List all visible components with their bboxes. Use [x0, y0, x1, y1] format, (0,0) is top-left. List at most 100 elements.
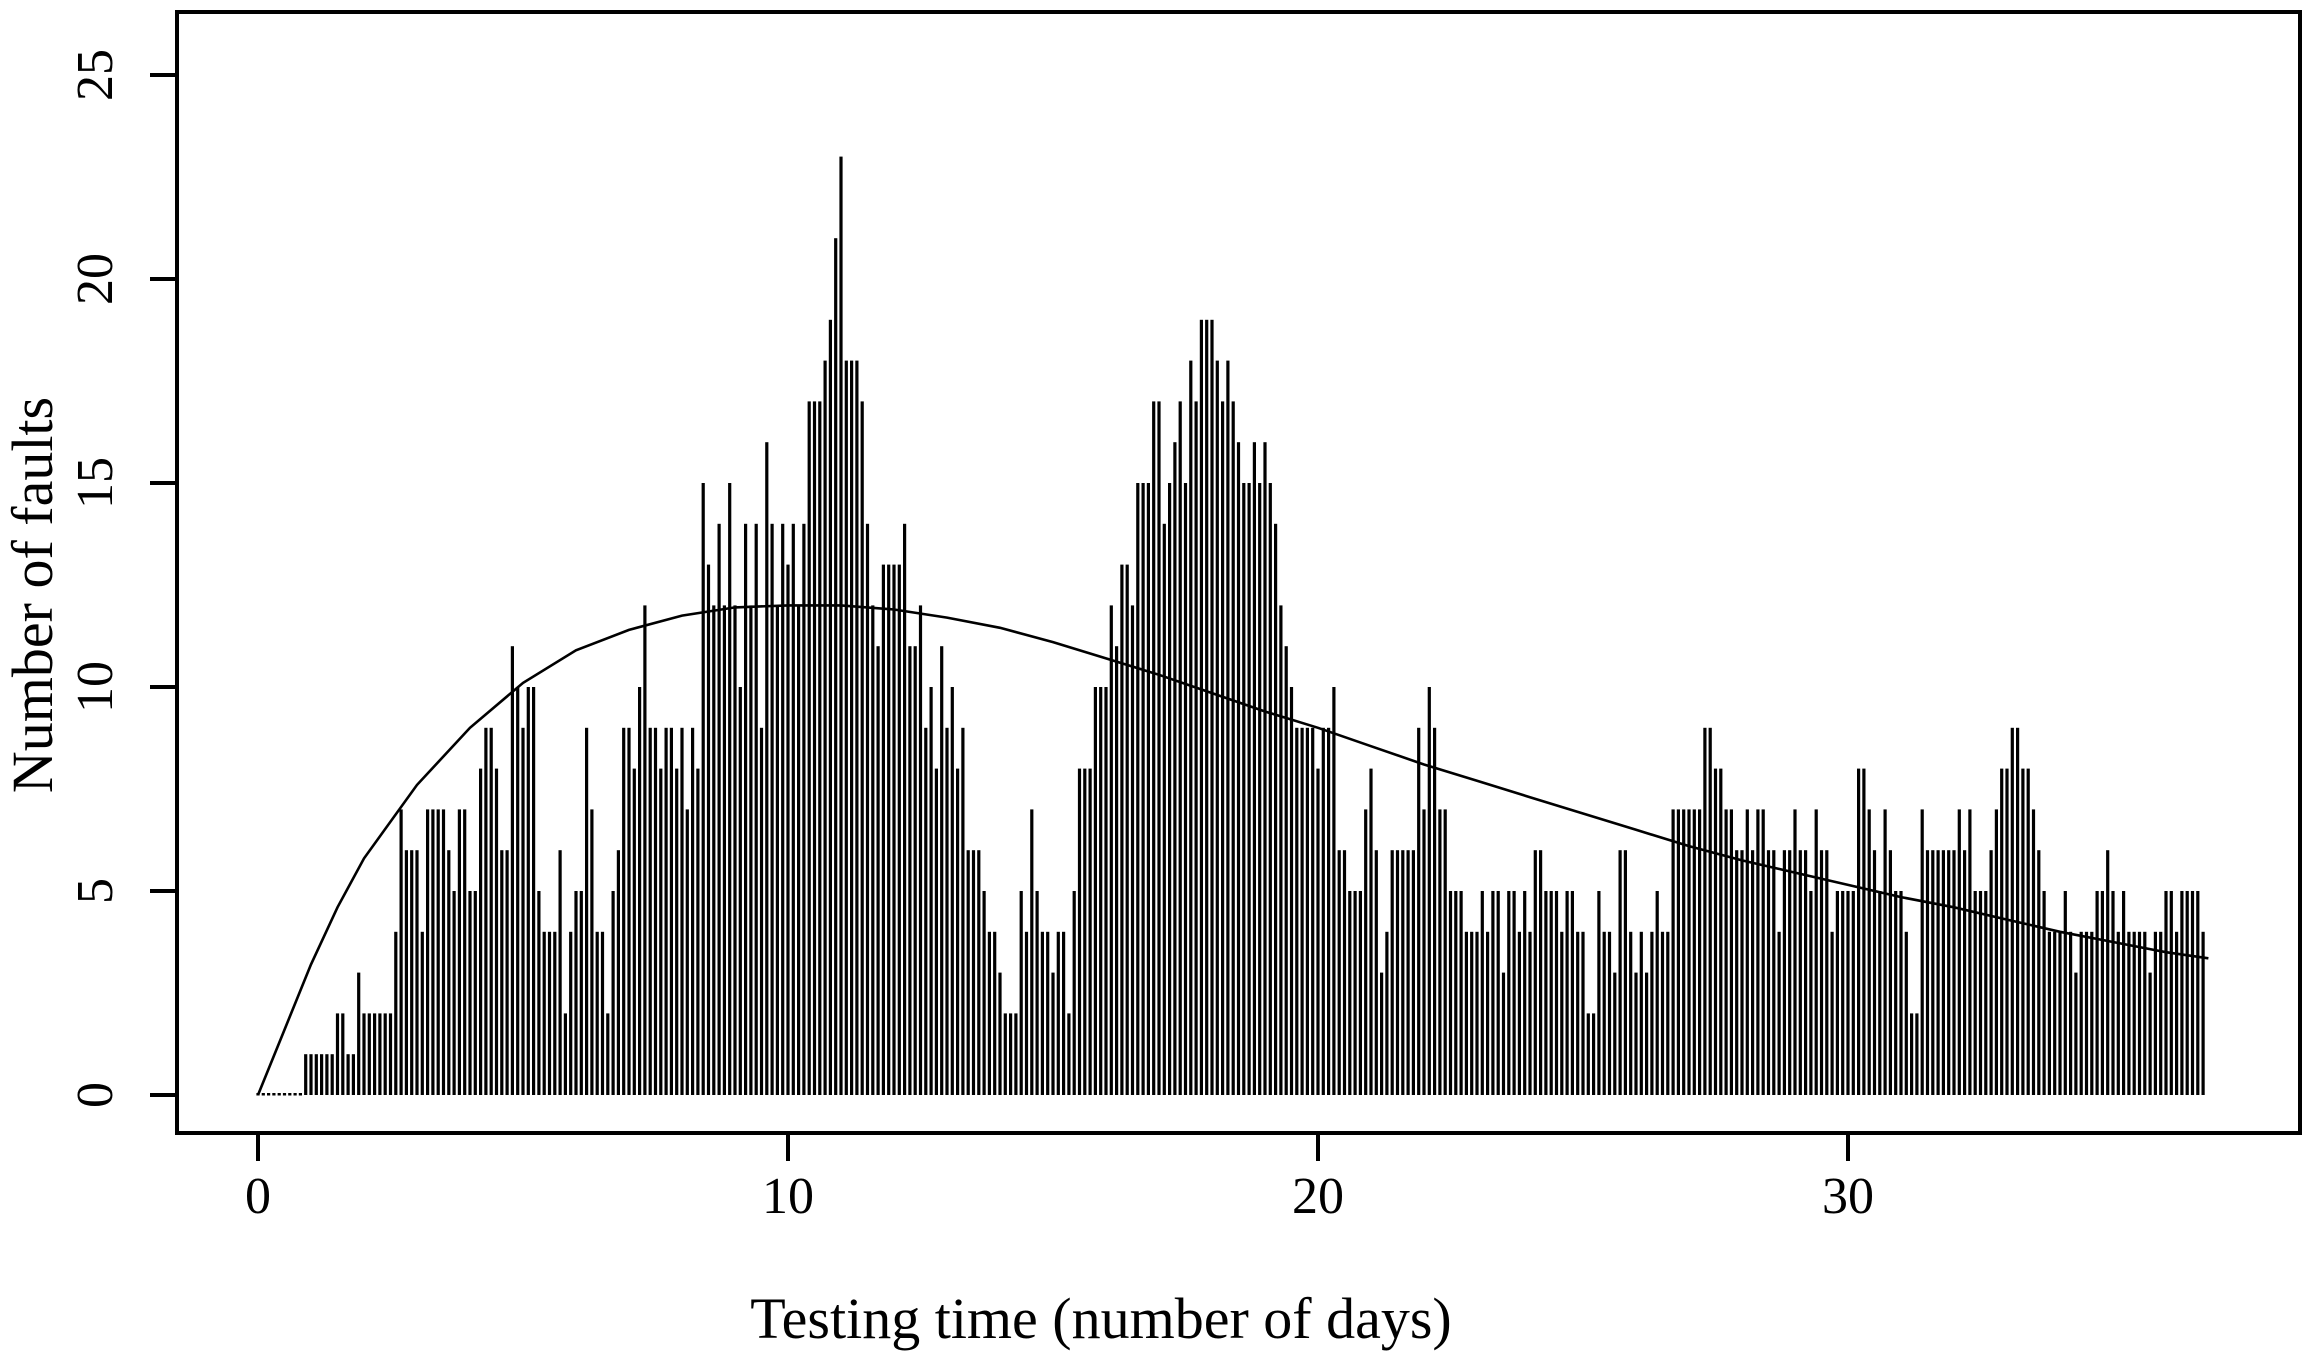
- bar: [1655, 891, 1659, 1095]
- bar: [1793, 809, 1797, 1095]
- bar: [1385, 931, 1389, 1095]
- bar: [2084, 931, 2089, 1095]
- bar: [940, 646, 944, 1095]
- bar: [1639, 931, 1643, 1095]
- bar: [1772, 850, 1776, 1095]
- bar: [828, 319, 832, 1095]
- bar: [1067, 1013, 1071, 1095]
- bar: [993, 931, 997, 1095]
- bar: [1565, 891, 1569, 1095]
- bar: [1782, 850, 1786, 1095]
- bar: [357, 972, 361, 1095]
- bar: [553, 931, 557, 1095]
- y-axis-ticks: 0 5 10 15 20 25: [67, 49, 177, 1108]
- bar: [685, 809, 689, 1095]
- bar: [1300, 727, 1304, 1095]
- bar: [1120, 564, 1124, 1095]
- bar: [1830, 931, 1834, 1095]
- bar: [1141, 483, 1145, 1095]
- bar: [1284, 646, 1288, 1095]
- bar: [1751, 850, 1755, 1095]
- bar: [452, 891, 456, 1095]
- bar: [648, 727, 652, 1095]
- bar-zero-dot: [288, 1093, 292, 1096]
- bar: [1862, 768, 1866, 1095]
- x-tick-label: 30: [1822, 1168, 1874, 1225]
- fitted-curve-line: [256, 604, 2209, 1096]
- bar: [1358, 891, 1362, 1095]
- bar: [1857, 768, 1861, 1095]
- bar: [309, 1054, 313, 1095]
- bar: [855, 360, 859, 1096]
- bar: [362, 1013, 366, 1095]
- bar: [696, 768, 700, 1095]
- bar: [457, 809, 461, 1095]
- bar: [547, 931, 552, 1095]
- bar: [431, 809, 435, 1095]
- bar: [728, 483, 732, 1095]
- bar: [1470, 931, 1474, 1095]
- bar: [404, 850, 408, 1095]
- bar: [341, 1013, 345, 1095]
- bar: [1104, 687, 1108, 1095]
- bar: [987, 931, 991, 1095]
- bar: [585, 727, 589, 1095]
- bar: [1867, 809, 1871, 1095]
- bar: [2180, 891, 2184, 1095]
- bar: [1427, 687, 1431, 1095]
- bar: [373, 1013, 377, 1095]
- bar: [1099, 687, 1103, 1095]
- bar: [1878, 891, 1882, 1095]
- bar: [1332, 687, 1336, 1095]
- bar: [1920, 809, 1924, 1095]
- bar: [320, 1054, 324, 1095]
- bar: [1374, 850, 1378, 1095]
- bar: [1703, 727, 1707, 1095]
- bar: [1501, 972, 1506, 1095]
- bar: [1729, 809, 1733, 1095]
- bar: [1178, 401, 1182, 1095]
- bar: [1941, 850, 1945, 1095]
- bar: [860, 401, 864, 1095]
- bar: [759, 727, 764, 1095]
- bar: [2079, 931, 2083, 1095]
- bar: [1645, 972, 1649, 1095]
- bar: [797, 605, 801, 1095]
- bar: [1560, 931, 1564, 1095]
- bar: [1698, 809, 1702, 1095]
- bar: [426, 809, 430, 1095]
- bar: [1009, 1013, 1013, 1095]
- bar: [881, 564, 885, 1095]
- x-axis-title: Testing time (number of days): [750, 1286, 1451, 1351]
- bar: [1433, 727, 1437, 1095]
- bar: [1077, 768, 1082, 1095]
- bar: [1915, 1013, 1919, 1095]
- bar: [1788, 850, 1792, 1095]
- bar: [1040, 931, 1044, 1095]
- bar: [505, 850, 509, 1095]
- bar: [1003, 1013, 1007, 1095]
- bar: [346, 1054, 350, 1095]
- bar: [1682, 809, 1686, 1095]
- bar: [929, 687, 933, 1095]
- bar: [2164, 891, 2168, 1095]
- bar: [701, 483, 705, 1095]
- bar: [1438, 809, 1442, 1095]
- bar: [1459, 891, 1463, 1095]
- bar: [1274, 523, 1278, 1095]
- bar: [802, 523, 806, 1095]
- bar: [1618, 850, 1622, 1095]
- y-tick-label: 25: [67, 49, 124, 101]
- bar: [1549, 891, 1553, 1095]
- y-tick-label: 5: [67, 878, 124, 904]
- bar: [1517, 931, 1521, 1095]
- bar: [484, 727, 488, 1095]
- bar: [2074, 972, 2078, 1095]
- bar: [1660, 931, 1665, 1095]
- bar: [765, 442, 769, 1095]
- y-tick-label: 10: [67, 661, 124, 713]
- bar: [2069, 931, 2073, 1095]
- bar: [1072, 891, 1076, 1095]
- bar: [1602, 931, 1606, 1095]
- bar: [2122, 891, 2126, 1095]
